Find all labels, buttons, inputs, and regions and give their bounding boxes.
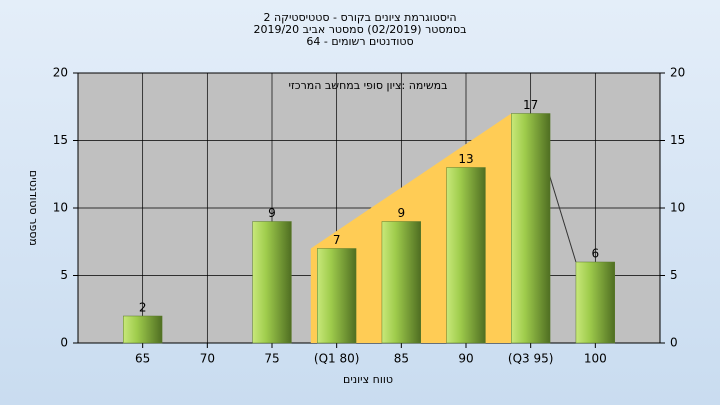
- title-line: בסמסטר (02/2019) סמסטר אביב 2019/20: [253, 23, 466, 36]
- y-axis-label: מספר סטודנטים: [27, 170, 40, 246]
- annotation: במשימה :ציון סופי במחשב המרכזי: [288, 79, 447, 92]
- x-tick-label: 75: [264, 352, 279, 366]
- y-tick-label: 0: [60, 336, 68, 350]
- y-tick-label: 5: [60, 268, 68, 282]
- value-label: 6: [592, 247, 600, 261]
- bar: [511, 113, 551, 344]
- value-label: 9: [268, 206, 276, 220]
- bar: [381, 221, 421, 344]
- x-tick-label: 90: [458, 352, 473, 366]
- bar: [446, 167, 486, 344]
- x-tick-label: (Q1 80): [314, 352, 360, 366]
- bar: [317, 248, 357, 344]
- bar: [123, 315, 163, 344]
- y-tick-label: 15: [53, 133, 68, 147]
- x-tick-label: 85: [394, 352, 409, 366]
- title-line: סטודנטים רשומים - 64: [306, 35, 413, 48]
- y2-tick-label: 20: [670, 66, 685, 80]
- x-tick-label: 100: [584, 352, 607, 366]
- bar: [252, 221, 292, 344]
- y-tick-label: 20: [53, 66, 68, 80]
- title-line: היסטוגרמת ציונים בקורס - סטטיסטיקה 2: [263, 11, 456, 24]
- value-label: 13: [458, 152, 473, 166]
- x-tick-label: 70: [200, 352, 215, 366]
- x-axis-label: טווח ציונים: [343, 373, 393, 386]
- value-label: 17: [523, 98, 538, 112]
- value-label: 2: [139, 301, 147, 315]
- bar: [575, 261, 615, 344]
- value-label: 7: [333, 233, 341, 247]
- value-label: 9: [398, 206, 406, 220]
- y2-tick-label: 5: [670, 268, 678, 282]
- x-tick-label: 65: [135, 352, 150, 366]
- y2-tick-label: 15: [670, 133, 685, 147]
- y2-tick-label: 10: [670, 201, 685, 215]
- y2-tick-label: 0: [670, 336, 678, 350]
- y-tick-label: 10: [53, 201, 68, 215]
- x-tick-label: (Q3 95): [508, 352, 554, 366]
